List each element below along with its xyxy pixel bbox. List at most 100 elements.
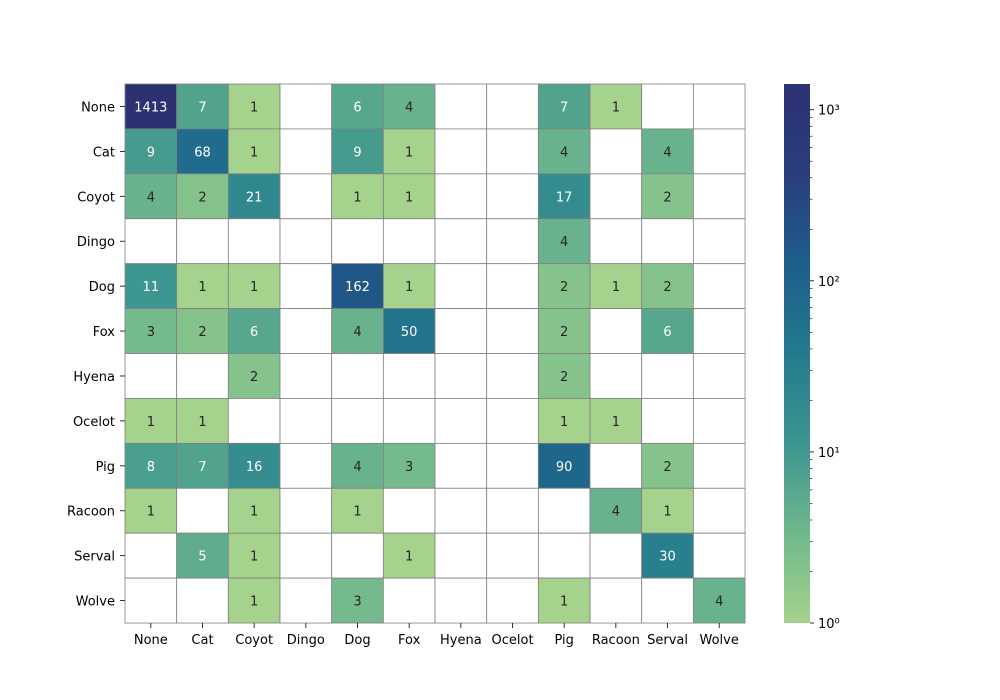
cell-value-label: 6 — [663, 325, 671, 340]
heatmap-cell — [124, 487, 178, 534]
heatmap-cell — [537, 308, 591, 354]
heatmap-cells — [124, 83, 746, 624]
heatmap-cell — [486, 83, 539, 130]
cell-value-label: 1413 — [134, 100, 167, 115]
heatmap-cell — [382, 577, 436, 624]
heatmap-cell — [692, 308, 746, 354]
row-label: Racoon — [67, 505, 115, 520]
heatmap-cell — [124, 532, 178, 579]
cell-value-label: 7 — [560, 100, 568, 115]
row-label: Hyena — [73, 370, 115, 385]
colorbar-tick-label: 10³ — [818, 104, 840, 119]
cell-value-label: 4 — [405, 100, 413, 115]
heatmap-cell — [279, 442, 333, 489]
cell-value-label: 4 — [560, 145, 568, 160]
heatmap-cell — [227, 173, 281, 220]
heatmap-cell — [641, 128, 694, 175]
heatmap-cell — [279, 263, 333, 309]
cell-value-label: 162 — [345, 280, 370, 295]
cell-value-label: 6 — [250, 325, 258, 340]
cell-value-label: 17 — [556, 190, 573, 205]
heatmap-cell — [434, 532, 488, 579]
heatmap-cell — [279, 532, 333, 579]
heatmap-cell — [434, 398, 488, 444]
heatmap-cell — [486, 487, 539, 534]
heatmap-cell — [692, 128, 746, 175]
cell-value-label: 1 — [405, 190, 413, 205]
row-label: Wolve — [76, 595, 115, 610]
heatmap-cell — [589, 487, 643, 534]
heatmap-cell — [537, 218, 591, 265]
cell-value-label: 1 — [147, 505, 155, 520]
column-label: Coyot — [235, 633, 273, 648]
cell-value-label: 1 — [560, 415, 568, 430]
heatmap-cell — [279, 308, 333, 354]
colorbar-tick-label: 10¹ — [818, 446, 840, 461]
heatmap-cell — [641, 308, 694, 354]
cell-value-label: 68 — [194, 145, 211, 160]
cell-value-label: 4 — [612, 505, 620, 520]
heatmap-cell — [279, 487, 333, 534]
heatmap-cell — [537, 398, 591, 444]
heatmap-cell — [434, 308, 488, 354]
heatmap-cell — [124, 398, 178, 444]
heatmap-cell — [486, 398, 539, 444]
cell-value-label: 4 — [353, 460, 361, 475]
cell-value-label: 1 — [612, 280, 620, 295]
column-label: Hyena — [440, 633, 482, 648]
heatmap-cell — [124, 353, 178, 399]
cell-value-label: 2 — [198, 190, 206, 205]
heatmap-cell — [279, 353, 333, 399]
cell-value-label: 90 — [556, 460, 573, 475]
heatmap-cell — [434, 173, 488, 220]
cell-value-label: 1 — [405, 145, 413, 160]
heatmap-cell — [589, 173, 643, 220]
cell-value-label: 1 — [250, 145, 258, 160]
cell-value-label: 1 — [560, 595, 568, 610]
heatmap-cell — [382, 128, 436, 175]
cell-value-label: 9 — [147, 145, 155, 160]
cell-value-label: 7 — [198, 100, 206, 115]
heatmap-cell — [589, 532, 643, 579]
cell-value-label: 4 — [715, 595, 723, 610]
heatmap-cell — [382, 353, 436, 399]
heatmap-cell — [589, 353, 643, 399]
cell-value-label: 1 — [612, 100, 620, 115]
column-label: Wolve — [700, 633, 739, 648]
cell-value-label: 1 — [405, 280, 413, 295]
column-label: Serval — [647, 633, 688, 648]
heatmap-cell — [692, 353, 746, 399]
cell-value-label: 4 — [147, 190, 155, 205]
heatmap-cell — [227, 263, 281, 309]
heatmap-cell — [382, 487, 436, 534]
heatmap-cell — [537, 532, 591, 579]
heatmap-cell — [176, 577, 229, 624]
cell-value-label: 8 — [147, 460, 155, 475]
cell-value-label: 1 — [198, 280, 206, 295]
heatmap-cell — [124, 83, 178, 130]
cell-value-label: 3 — [405, 460, 413, 475]
heatmap-cell — [486, 218, 539, 265]
heatmap-cell — [692, 398, 746, 444]
heatmap-cell — [331, 487, 384, 534]
heatmap-cell — [692, 532, 746, 579]
row-label: Cat — [93, 145, 115, 160]
heatmap-cell — [641, 398, 694, 444]
heatmap-cell — [589, 263, 643, 309]
heatmap-cell — [641, 218, 694, 265]
cell-value-label: 2 — [250, 370, 258, 385]
heatmap-cell — [176, 218, 229, 265]
cell-value-label: 2 — [663, 190, 671, 205]
heatmap-cell — [434, 128, 488, 175]
heatmap-cell — [486, 577, 539, 624]
cell-value-label: 1 — [663, 505, 671, 520]
heatmap-cell — [434, 353, 488, 399]
heatmap-cell — [486, 263, 539, 309]
cell-value-label: 3 — [147, 325, 155, 340]
cell-value-label: 50 — [401, 325, 418, 340]
cell-value-label: 2 — [663, 280, 671, 295]
heatmap-cell — [382, 442, 436, 489]
cell-value-label: 11 — [143, 280, 160, 295]
